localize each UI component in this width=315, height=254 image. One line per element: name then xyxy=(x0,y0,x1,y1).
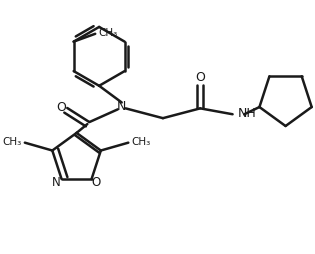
Text: NH: NH xyxy=(238,107,256,120)
Text: N: N xyxy=(117,100,126,113)
Text: O: O xyxy=(195,71,205,84)
Text: CH₃: CH₃ xyxy=(3,137,22,147)
Text: O: O xyxy=(56,101,66,114)
Text: N: N xyxy=(52,177,61,189)
Text: CH₃: CH₃ xyxy=(98,28,117,38)
Text: CH₃: CH₃ xyxy=(131,137,151,147)
Text: O: O xyxy=(92,177,101,189)
